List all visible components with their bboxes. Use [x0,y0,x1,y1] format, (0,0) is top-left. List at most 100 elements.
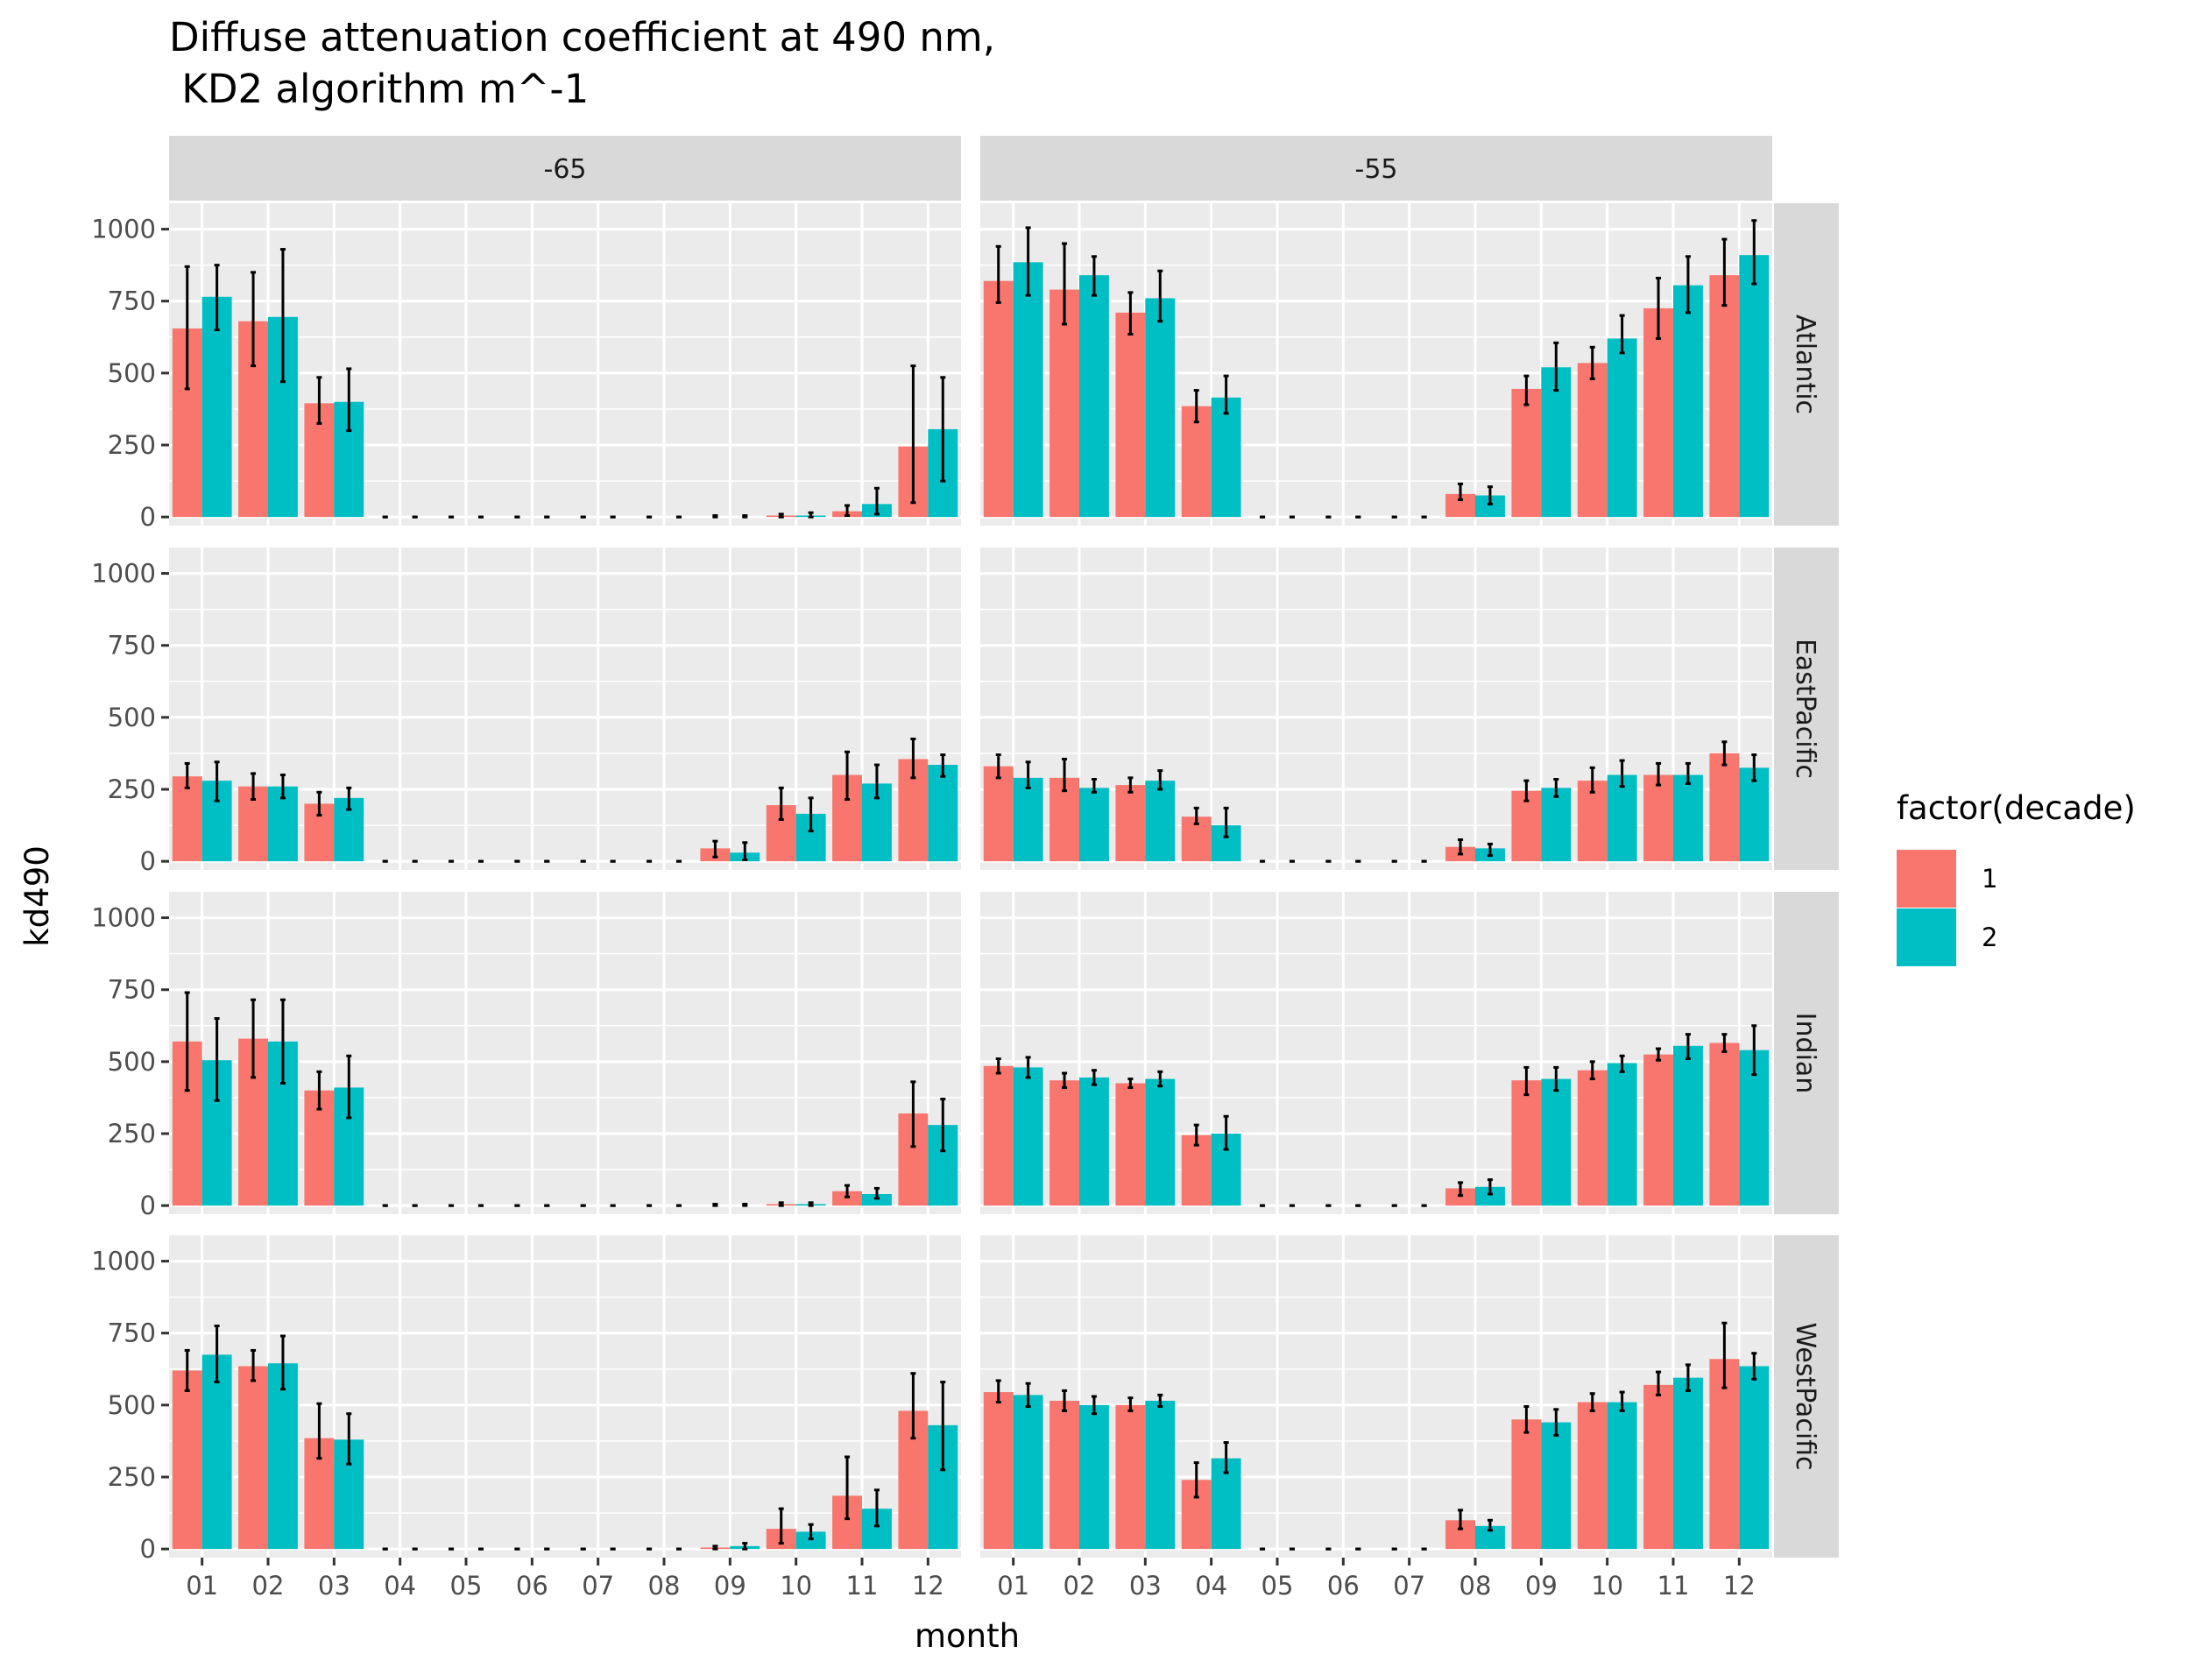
panel-background [169,892,961,1214]
bar-Indian--55-10-decade-2 [1607,1063,1637,1206]
errorbar-Atlantic--55-08-decade-2 [1487,485,1493,505]
y-tick-label: 0 [140,846,156,876]
errorbar-Indian--55-10-decade-2 [1619,1054,1625,1073]
strip-col-label-1: -55 [1355,154,1398,185]
errorbar-WestPacific--55-11-decade-1 [1656,1370,1662,1396]
panel-background [169,548,961,870]
errorbar-Indian--65-09-decade-1 [712,1203,718,1207]
bar-WestPacific--65-01-decade-1 [172,1370,202,1550]
x-axis-title: month [915,1617,1020,1655]
errorbar-WestPacific--65-02-decade-2 [279,1334,286,1391]
errorbar-EastPacific--65-09-decade-1 [712,839,718,859]
bar-WestPacific--55-03-decade-2 [1145,1400,1176,1550]
errorbar-WestPacific--65-10-decade-2 [808,1523,814,1541]
bar-WestPacific--65-02-decade-1 [238,1366,268,1550]
legend-key-decade-1 [1897,850,1956,908]
panel-EastPacific--55 [980,548,1772,870]
errorbar-Atlantic--55-12-decade-2 [1751,219,1757,286]
errorbar-WestPacific--55-03-decade-1 [1127,1396,1134,1412]
panel-background [169,1235,961,1558]
errorbar-Atlantic--65-01-decade-2 [214,264,220,332]
bar-WestPacific--55-01-decade-2 [1013,1395,1043,1550]
panel-background [980,548,1772,870]
errorbar-WestPacific--55-01-decade-1 [995,1379,1001,1404]
errorbar-WestPacific--65-09-decade-2 [742,1542,748,1551]
errorbar-WestPacific--65-10-decade-1 [778,1507,784,1545]
bar-WestPacific--55-09-decade-1 [1511,1419,1542,1550]
errorbar-EastPacific--65-12-decade-1 [910,738,916,780]
bar-Indian--55-02-decade-1 [1049,1080,1079,1206]
bar-WestPacific--55-09-decade-2 [1541,1422,1572,1550]
errorbar-Atlantic--55-04-decade-2 [1223,374,1229,415]
bar-WestPacific--55-10-decade-1 [1577,1402,1608,1550]
bar-Indian--55-03-decade-2 [1145,1078,1176,1206]
bar-WestPacific--55-11-decade-2 [1673,1377,1703,1550]
strip-col-label-0: -65 [544,154,587,185]
errorbar-EastPacific--55-02-decade-2 [1091,778,1097,794]
bar-Atlantic--55-04-decade-1 [1181,406,1212,518]
legend-key-decade-2 [1897,908,1956,966]
bar-Atlantic--55-12-decade-2 [1739,255,1770,518]
errorbar-EastPacific--55-08-decade-2 [1487,842,1493,858]
bar-Indian--55-01-decade-1 [983,1065,1014,1206]
errorbar-EastPacific--65-03-decade-2 [346,786,352,811]
errorbar-Indian--55-02-decade-1 [1062,1071,1068,1089]
y-tick-label: 0 [140,1534,156,1564]
bar-WestPacific--65-01-decade-2 [201,1354,232,1550]
errorbar-Indian--65-02-decade-2 [279,998,286,1085]
bar-WestPacific--55-11-decade-1 [1643,1384,1673,1550]
strip-row-0 [1774,203,1839,526]
errorbar-Indian--55-01-decade-2 [1025,1056,1031,1079]
x-tick-label: 03 [1129,1571,1162,1601]
y-tick-label: 500 [108,358,156,388]
errorbar-Indian--65-12-decade-1 [910,1080,916,1149]
bar-Indian--55-09-decade-1 [1511,1080,1542,1206]
errorbar-Atlantic--55-08-decade-1 [1458,482,1464,501]
x-tick-label: 05 [450,1571,483,1601]
bar-EastPacific--55-12-decade-1 [1709,753,1740,862]
bar-Indian--55-10-decade-1 [1577,1070,1608,1206]
errorbar-EastPacific--65-02-decade-2 [279,774,286,800]
x-tick-label: 09 [1525,1571,1558,1601]
bar-EastPacific--65-01-decade-1 [172,776,202,862]
errorbar-Indian--55-12-decade-1 [1721,1033,1728,1053]
errorbar-Atlantic--65-10-decade-1 [778,512,784,519]
errorbar-Atlantic--65-03-decade-1 [316,376,322,425]
errorbar-WestPacific--55-10-decade-1 [1589,1392,1595,1412]
panel-WestPacific--65: 0 250 500 750 1000 01 02 03 04 05 06 07 08 09 10 11 12 [91,1235,961,1601]
panel-Indian--65: 0 250 500 750 1000 [91,892,961,1220]
errorbar-Indian--65-10-decade-1 [778,1201,784,1207]
errorbar-WestPacific--65-11-decade-2 [873,1488,880,1528]
errorbar-WestPacific--55-09-decade-1 [1523,1405,1530,1434]
panel-Indian--55 [980,892,1772,1214]
errorbar-Atlantic--55-02-decade-1 [1062,242,1068,326]
legend-label-decade-2: 2 [1982,922,1997,952]
errorbar-Indian--65-01-decade-2 [214,1017,220,1102]
bar-EastPacific--55-10-decade-2 [1607,774,1637,862]
bar-Atlantic--65-01-decade-2 [201,296,232,518]
bar-WestPacific--55-12-decade-1 [1709,1359,1740,1550]
errorbar-Indian--55-03-decade-2 [1157,1070,1163,1088]
y-tick-label: 250 [108,774,156,804]
errorbar-EastPacific--55-03-decade-1 [1127,776,1134,794]
y-tick-label: 1000 [91,215,156,244]
bar-Indian--55-08-decade-1 [1445,1188,1475,1206]
x-tick-label: 06 [1327,1571,1360,1601]
strip-col-0 [169,136,961,201]
bar-Atlantic--55-03-decade-2 [1145,298,1176,518]
y-tick-label: 1000 [91,559,156,589]
errorbar-WestPacific--55-11-decade-2 [1685,1363,1691,1392]
y-tick-label: 250 [108,430,156,460]
panel-Atlantic--55 [980,203,1772,526]
strip-row-label-0: Atlantic [1790,315,1820,414]
errorbar-EastPacific--55-09-decade-2 [1553,778,1559,798]
errorbar-EastPacific--55-12-decade-2 [1751,753,1757,782]
bar-WestPacific--55-10-decade-2 [1607,1402,1637,1550]
y-tick-label: 500 [108,1390,156,1420]
errorbar-WestPacific--55-02-decade-2 [1091,1395,1097,1416]
x-tick-label: 07 [582,1571,614,1601]
x-tick-label: 10 [1591,1571,1623,1601]
x-tick-label: 01 [997,1571,1029,1601]
errorbar-Indian--55-08-decade-1 [1458,1181,1464,1198]
errorbar-Atlantic--65-12-decade-2 [940,376,946,483]
